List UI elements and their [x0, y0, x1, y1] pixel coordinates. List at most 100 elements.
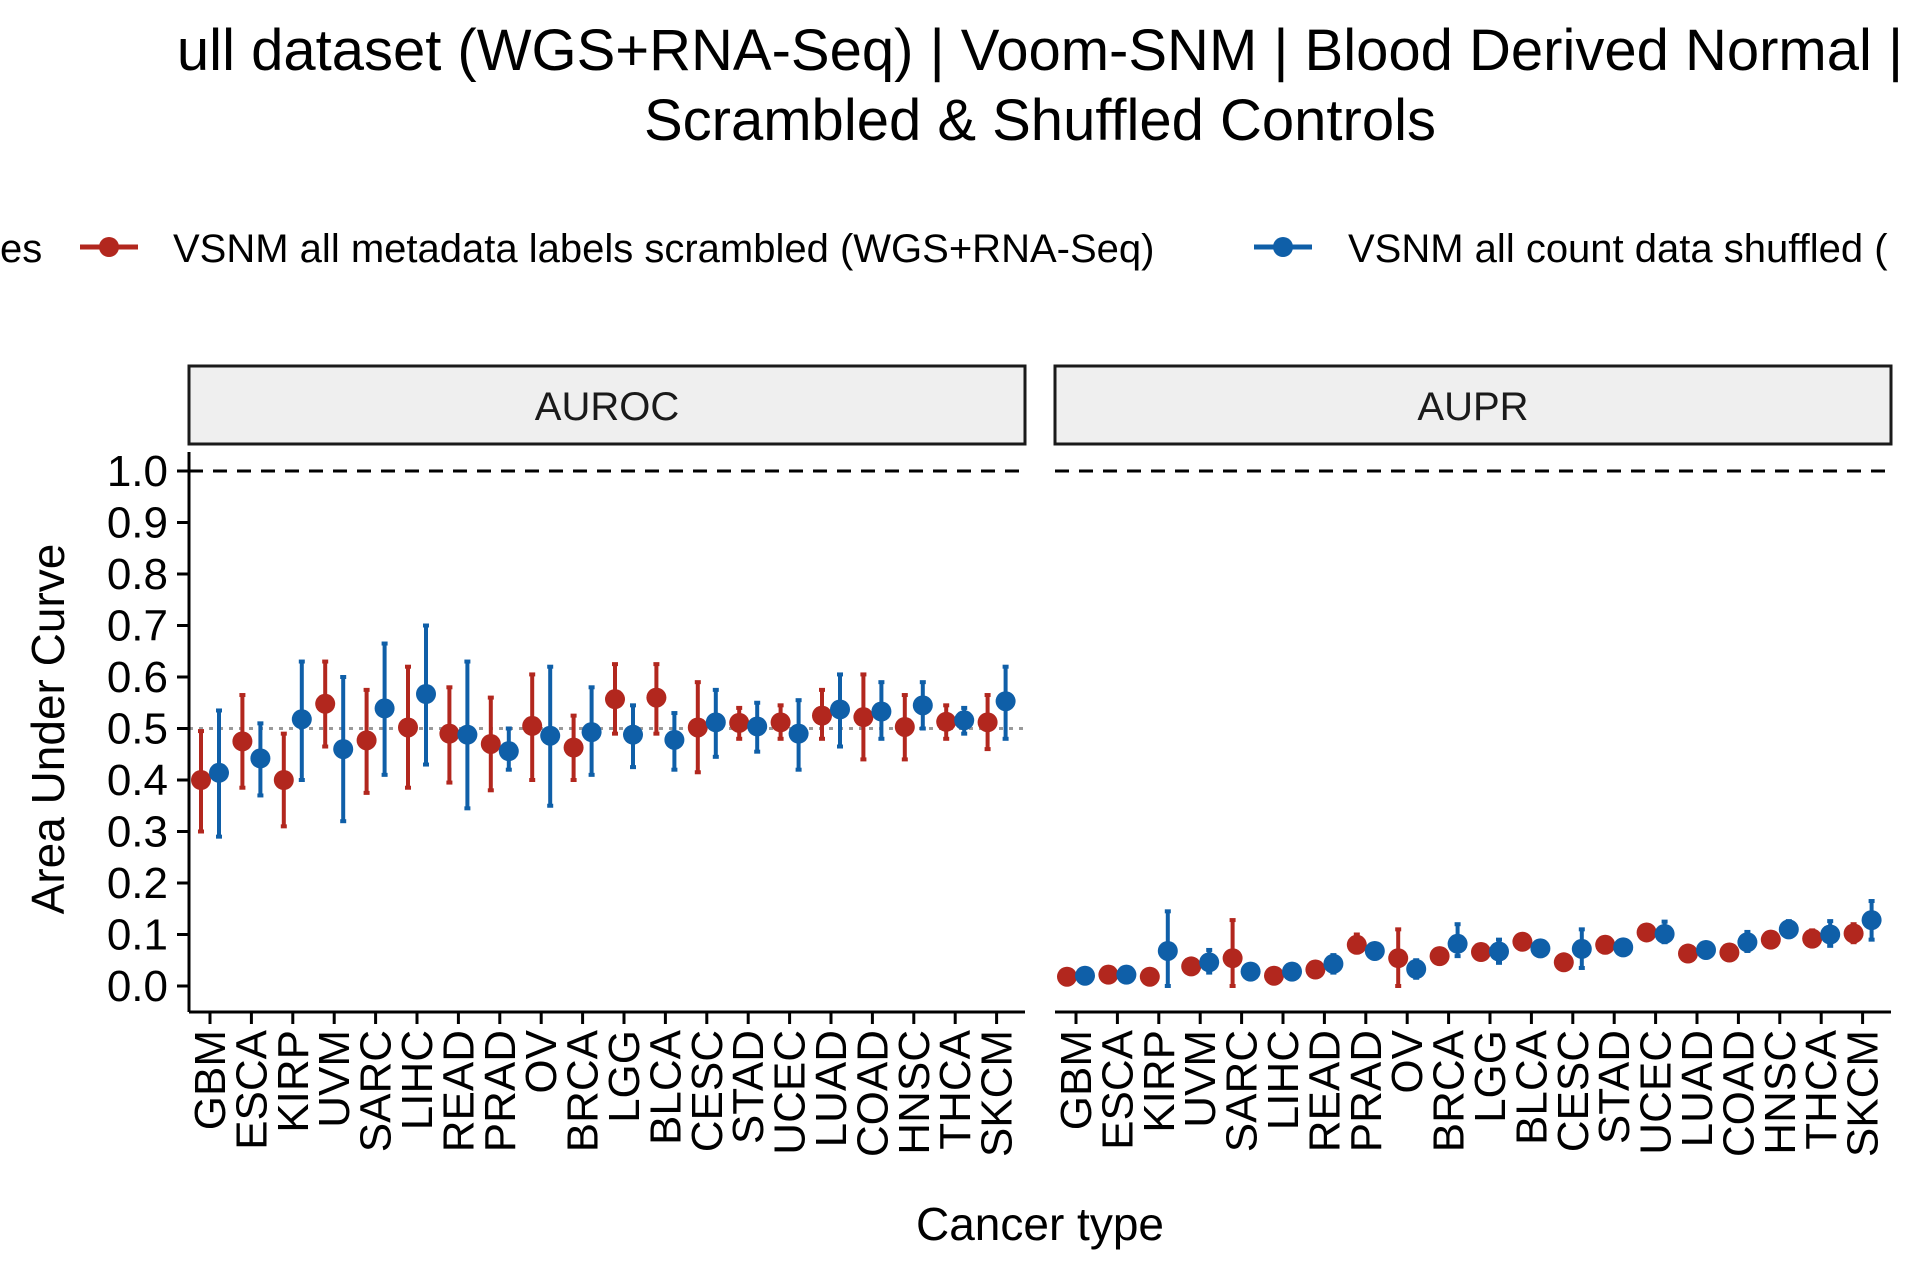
chart-title: ull dataset (WGS+RNA-Seq) | Voom-SNM | B…: [177, 18, 1903, 153]
x-tick-label: UVM: [1176, 1030, 1225, 1128]
data-point: [687, 717, 708, 738]
x-tick-label: ESCA: [227, 1029, 276, 1149]
data-point: [1471, 942, 1491, 963]
data-point: [250, 748, 271, 769]
data-point: [1240, 961, 1261, 982]
data-point: [398, 717, 418, 738]
data-point: [498, 741, 519, 762]
data-point: [480, 733, 501, 754]
data-point: [1843, 923, 1864, 944]
x-tick-label: CESC: [683, 1030, 732, 1152]
data-point: [995, 691, 1016, 712]
x-tick-label: STAD: [724, 1030, 773, 1144]
x-tick-label: ESCA: [1093, 1029, 1142, 1149]
y-tick-label: 0.3: [107, 808, 168, 857]
x-tick-label: UCEC: [1632, 1030, 1681, 1155]
data-point: [1778, 919, 1799, 940]
y-tick-label: 1.0: [107, 447, 168, 496]
data-point: [954, 710, 975, 731]
y-tick-label: 0.9: [107, 499, 168, 548]
data-point: [1636, 922, 1657, 943]
x-tick-label: BLCA: [1507, 1029, 1556, 1145]
data-point: [563, 737, 584, 758]
x-tick-label: SKCM: [1839, 1030, 1888, 1157]
x-tick-label: THCA: [1797, 1029, 1846, 1149]
chart-title-line2: Scrambled & Shuffled Controls: [644, 88, 1436, 153]
data-point: [1654, 923, 1675, 944]
data-point: [356, 730, 377, 751]
x-tick-label: SARC: [352, 1030, 401, 1152]
legend-label-shuffled: VSNM all count data shuffled (: [1348, 227, 1888, 271]
data-point: [894, 716, 915, 737]
x-tick-label: GBM: [1052, 1030, 1101, 1130]
x-tick-label: READ: [434, 1030, 483, 1152]
data-point: [705, 712, 726, 733]
data-point: [1075, 965, 1095, 986]
data-point: [1199, 952, 1220, 973]
data-point: [232, 731, 253, 752]
x-tick-label: KIRP: [269, 1030, 318, 1133]
data-point: [1613, 937, 1634, 958]
y-tick-label: 0.5: [107, 705, 168, 754]
x-tick-label: LGG: [600, 1030, 649, 1123]
data-point: [291, 709, 312, 730]
x-tick-label: BRCA: [1425, 1029, 1474, 1152]
x-tick-label: HNSC: [1756, 1030, 1805, 1155]
x-tick-label: PRAD: [1342, 1030, 1391, 1152]
data-point: [1323, 953, 1344, 974]
x-tick-label: THCA: [931, 1029, 980, 1149]
x-tick-label: COAD: [1714, 1030, 1763, 1157]
data-point: [209, 762, 229, 783]
y-axis-title: Area Under Curve: [22, 544, 74, 915]
data-point: [646, 687, 667, 708]
data-point: [1098, 964, 1119, 985]
data-point: [457, 724, 478, 745]
legend-title: es: [0, 227, 42, 271]
data-point: [1820, 924, 1841, 945]
data-point: [830, 699, 850, 720]
data-point: [912, 695, 933, 716]
data-point: [1157, 940, 1178, 961]
data-point: [1406, 959, 1427, 980]
legend-swatch-dot-shuffled: [1273, 237, 1293, 257]
data-point: [729, 712, 750, 733]
legend: es VSNM all metadata labels scrambled (W…: [0, 227, 1888, 271]
data-point: [623, 724, 643, 745]
x-tick-label: LUAD: [807, 1030, 856, 1147]
data-point: [747, 716, 768, 737]
data-point: [871, 701, 892, 722]
data-point: [1571, 938, 1592, 959]
data-point: [416, 683, 436, 704]
x-tick-label: LUAD: [1673, 1030, 1722, 1147]
x-tick-label: GBM: [186, 1030, 235, 1130]
y-tick-label: 0.2: [107, 859, 168, 908]
data-point: [1553, 952, 1574, 973]
y-tick-label: 0.0: [107, 962, 168, 1011]
data-point: [1530, 938, 1551, 959]
x-tick-label: BRCA: [559, 1029, 608, 1152]
data-point: [439, 723, 460, 744]
data-point: [1595, 934, 1616, 955]
data-point: [1861, 910, 1882, 931]
data-point: [1388, 948, 1409, 969]
panel-aupr: AUPR GBMESCAKIRPUVMSARCLIHCREADPRADOVBRCA…: [1052, 364, 1893, 1157]
data-point: [812, 705, 832, 726]
data-point: [1057, 966, 1077, 987]
data-point: [1512, 931, 1533, 952]
data-point: [273, 770, 294, 790]
data-point: [1181, 956, 1202, 977]
data-point: [315, 693, 336, 714]
x-tick-label: SKCM: [973, 1030, 1022, 1157]
x-tick-label: HNSC: [890, 1030, 939, 1155]
data-point: [1737, 932, 1758, 953]
data-point: [1760, 929, 1781, 950]
x-tick-label: OV: [517, 1029, 566, 1093]
data-point: [1305, 959, 1326, 980]
facet-strip: [1053, 364, 1893, 446]
facet-strip-label: AUROC: [535, 385, 679, 429]
y-tick-label: 0.1: [107, 911, 168, 960]
data-point: [770, 712, 791, 733]
data-point: [1282, 961, 1302, 982]
x-tick-label: COAD: [848, 1030, 897, 1157]
